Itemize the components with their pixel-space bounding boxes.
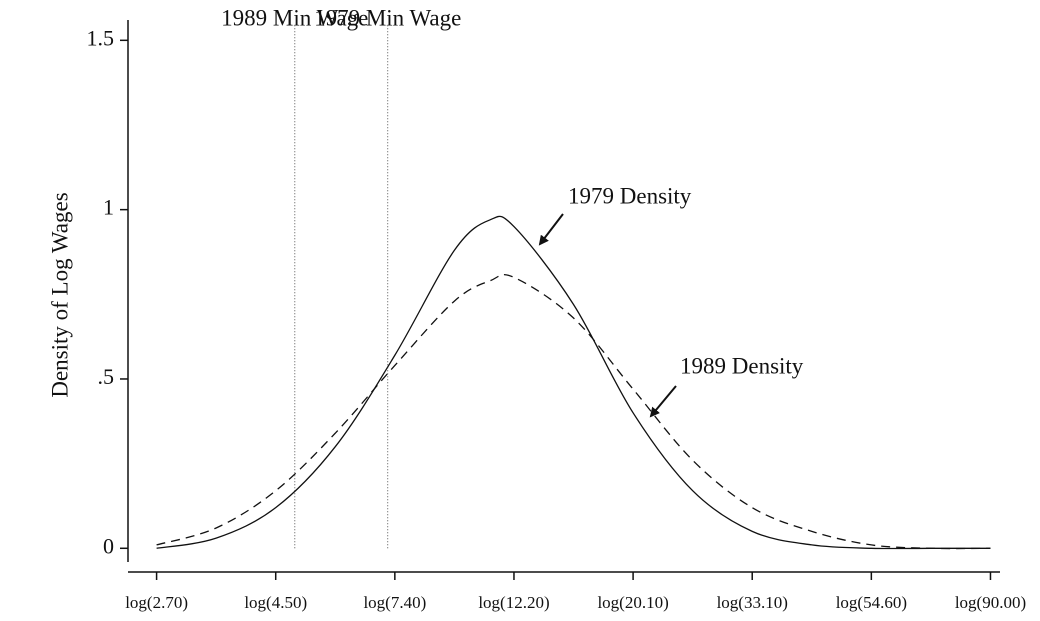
series-annotation: 1979 Density xyxy=(568,183,692,208)
x-tick-label: log(20.10) xyxy=(597,593,668,612)
x-tick-label: log(12.20) xyxy=(478,593,549,612)
density-curve xyxy=(156,215,991,550)
density-curve xyxy=(156,274,991,550)
y-tick-label: 1.5 xyxy=(87,25,115,50)
x-tick-label: log(90.00) xyxy=(955,593,1026,612)
annotation-arrow xyxy=(538,213,564,246)
annotation-arrow xyxy=(649,385,677,418)
series-annotation: 1989 Density xyxy=(680,353,804,378)
x-tick-label: log(54.60) xyxy=(836,593,907,612)
y-tick-label: 1 xyxy=(103,195,114,220)
x-tick-label: log(33.10) xyxy=(717,593,788,612)
y-tick-label: 0 xyxy=(103,533,114,558)
min-wage-label: 1979 Min Wage xyxy=(314,5,461,30)
x-tick-label: log(7.40) xyxy=(363,593,426,612)
y-axis-label: Density of Log Wages xyxy=(47,192,72,397)
min-wage-label: 1989 Min Wage xyxy=(221,5,368,30)
x-tick-label: log(2.70) xyxy=(125,593,188,612)
y-tick-label: .5 xyxy=(98,364,115,389)
x-tick-label: log(4.50) xyxy=(244,593,307,612)
